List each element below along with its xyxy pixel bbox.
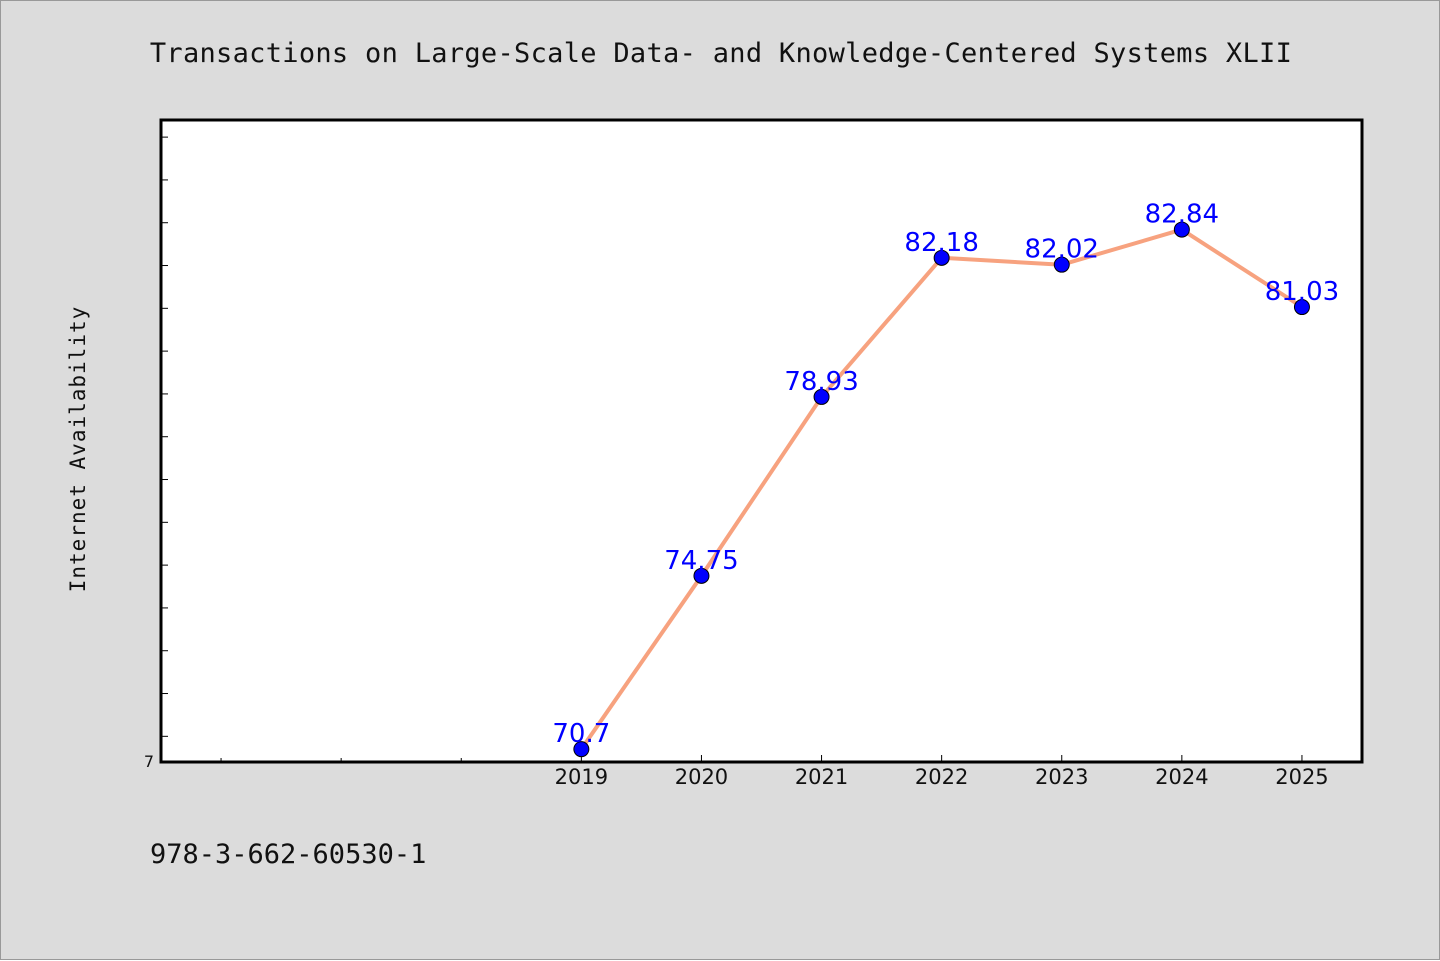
data-label-2024: 82.84 bbox=[1145, 200, 1219, 230]
x-tick-label-2022: 2022 bbox=[915, 765, 968, 789]
data-point-2020 bbox=[693, 567, 710, 584]
data-label-2021: 78.93 bbox=[784, 367, 858, 397]
plot-area bbox=[161, 120, 1362, 762]
data-label-2023: 82.02 bbox=[1025, 235, 1099, 265]
data-label-2022: 82.18 bbox=[904, 228, 978, 258]
data-point-2022 bbox=[933, 249, 950, 266]
x-tick-label-2024: 2024 bbox=[1155, 765, 1208, 789]
x-tick-label-2020: 2020 bbox=[675, 765, 728, 789]
data-point-2023 bbox=[1053, 256, 1070, 273]
chart-title: Transactions on Large-Scale Data- and Kn… bbox=[150, 38, 1292, 69]
y-axis-label: Internet Availability bbox=[66, 306, 90, 593]
data-point-2019 bbox=[573, 741, 590, 758]
series-markers bbox=[573, 221, 1310, 758]
data-label-2020: 74.75 bbox=[664, 546, 738, 576]
x-tick-label-2019: 2019 bbox=[555, 765, 608, 789]
data-point-2021 bbox=[813, 388, 830, 405]
x-tick-label-2023: 2023 bbox=[1035, 765, 1088, 789]
data-label-2019: 70.7 bbox=[552, 719, 610, 749]
data-point-2024 bbox=[1173, 221, 1190, 238]
x-tick-label-2025: 2025 bbox=[1275, 765, 1328, 789]
x-tick-label-2021: 2021 bbox=[795, 765, 848, 789]
y-axis-tick-labels: 7 bbox=[144, 752, 154, 771]
y-tick-label: 7 bbox=[144, 752, 154, 771]
data-label-2025: 81.03 bbox=[1265, 277, 1339, 307]
data-point-2025 bbox=[1293, 299, 1310, 316]
isbn-text: 978-3-662-60530-1 bbox=[150, 839, 426, 870]
x-axis-tick-labels: 2019 2020 2021 2022 2023 2024 2025 bbox=[555, 765, 1329, 789]
data-labels: 70.7 74.75 78.93 82.18 82.02 82.84 81.03 bbox=[552, 200, 1339, 750]
plot-frame bbox=[159, 118, 1364, 764]
